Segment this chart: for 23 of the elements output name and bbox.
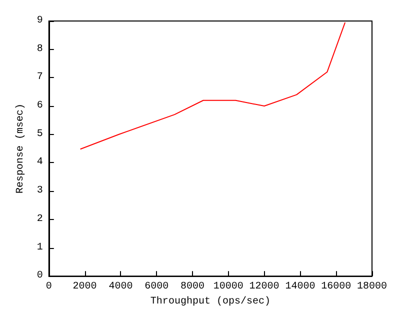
y-tick-label: 6 [36,100,43,112]
x-tick-label: 4000 [108,282,133,293]
x-axis-title: Throughput (ops/sec) [150,296,270,308]
x-tick-label: 6000 [144,282,169,293]
x-tick-label: 16000 [321,282,352,293]
x-tick-label: 10000 [213,282,244,293]
x-tick-label: 8000 [180,282,205,293]
x-tick-label: 0 [46,282,52,293]
line-series [80,22,346,150]
y-tick-label: 0 [36,270,43,282]
y-tick-label: 5 [36,128,43,140]
x-tick-label: 14000 [285,282,316,293]
y-axis-title: Response (msec) [14,104,26,194]
x-tick-label: 2000 [72,282,97,293]
y-tick-label: 3 [36,186,43,197]
y-tick-label: 8 [36,44,43,55]
y-tick-label: 1 [36,242,43,254]
y-tick-label: 9 [36,16,43,26]
x-tick-label: 12000 [249,282,280,293]
y-tick-label: 4 [36,157,43,168]
y-tick-label: 7 [36,72,43,84]
y-tick-label: 2 [36,214,43,225]
x-tick-label: 18000 [356,282,388,293]
